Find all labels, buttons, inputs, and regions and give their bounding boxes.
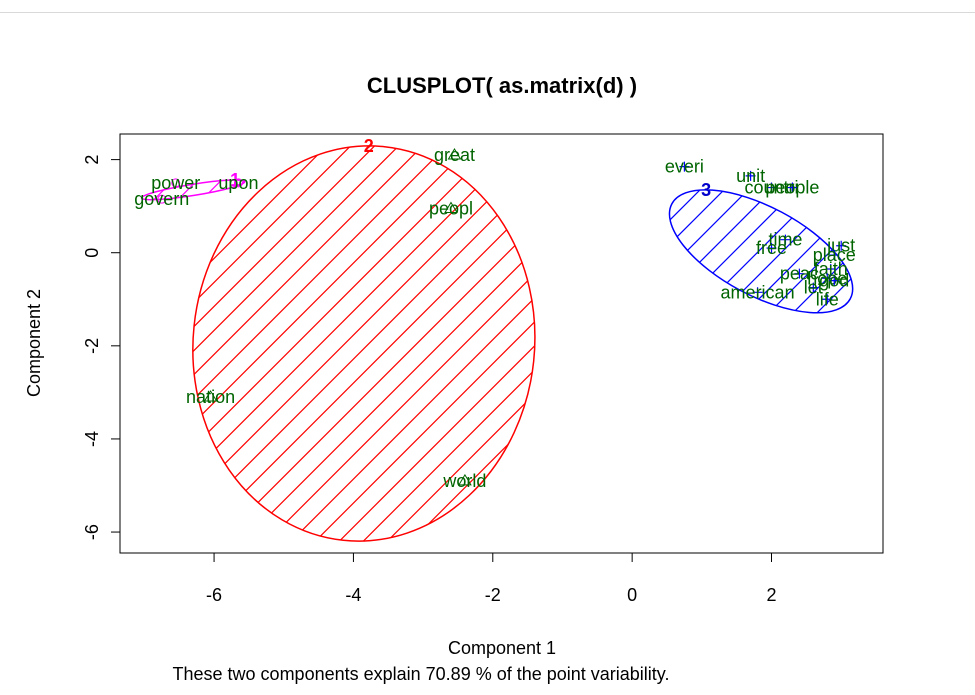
cluster-1-ellipse (140, 179, 246, 201)
x-tick-label: -6 (206, 585, 222, 605)
point-marker-free (766, 243, 777, 254)
cluster-2-ellipse (192, 145, 536, 542)
point-label-govern: govern (134, 189, 189, 209)
cluster-3-label: 3 (701, 180, 711, 200)
point-label-everi: everi (665, 157, 704, 177)
point-label-hope: hope (807, 268, 847, 288)
point-label-countri: countri (744, 178, 798, 198)
point-label-time: time (768, 230, 802, 250)
point-marker-let (808, 282, 819, 293)
window-top-edge (0, 0, 975, 13)
point-label-god: god (819, 271, 849, 291)
point-label-power: power (151, 173, 200, 193)
point-marker-faith (825, 264, 836, 275)
plot-frame (119, 133, 884, 554)
y-tick-label: -2 (82, 338, 102, 354)
point-marker-power (171, 178, 181, 188)
point-marker-peac (794, 268, 805, 279)
point-label-world: world (442, 471, 486, 491)
chart-title: CLUSPLOT( as.matrix(d) ) (367, 73, 637, 98)
cluster-2-hatching (173, 134, 555, 553)
point-label-great: great (434, 145, 475, 165)
point-label-just: just (826, 236, 855, 256)
point-marker-countri (766, 182, 777, 193)
point-label-unit: unit (736, 166, 765, 186)
point-marker-great (447, 147, 462, 160)
point-marker-place (829, 250, 840, 261)
cluster-2-label: 2 (364, 136, 374, 156)
point-marker-american (752, 287, 763, 298)
point-label-let: let (804, 278, 823, 298)
y-tick-label: 2 (82, 155, 102, 165)
point-label-american: american (721, 282, 795, 302)
point-marker-time (780, 234, 791, 245)
point-marker-world (458, 473, 472, 486)
point-label-people: people (765, 178, 819, 198)
y-tick-label: -4 (82, 431, 102, 447)
point-label-peopl: peopl (429, 198, 473, 218)
x-axis-label: Component 1 (448, 638, 556, 658)
y-axis-label: Component 2 (24, 289, 44, 397)
point-marker-unit (745, 170, 756, 181)
point-marker-just (836, 240, 847, 251)
point-marker-life (822, 294, 833, 305)
x-tick-label: -2 (485, 585, 501, 605)
x-tick-label: 0 (627, 585, 637, 605)
point-label-place: place (813, 245, 856, 265)
point-marker-god (829, 275, 840, 286)
point-marker-nation (203, 390, 218, 402)
point-marker-hope (822, 273, 833, 284)
point-label-faith: faith (814, 259, 848, 279)
point-marker-govern (157, 194, 167, 204)
point-marker-everi (679, 161, 690, 172)
point-marker-people (787, 182, 798, 193)
cluster-3-ellipse (668, 189, 854, 314)
point-label-upon: upon (218, 173, 258, 193)
point-label-peac: peac (780, 264, 819, 284)
y-tick-label: -6 (82, 524, 102, 540)
point-marker-peopl (444, 201, 458, 213)
point-label-life: life (816, 289, 839, 309)
chart-subtitle: These two components explain 70.89 % of … (173, 664, 670, 684)
point-label-free: free (756, 238, 787, 258)
point-marker-upon (233, 178, 243, 188)
point-label-nation: nation (186, 387, 235, 407)
x-tick-label: 2 (767, 585, 777, 605)
y-tick-label: 0 (82, 248, 102, 258)
x-tick-label: -4 (345, 585, 361, 605)
